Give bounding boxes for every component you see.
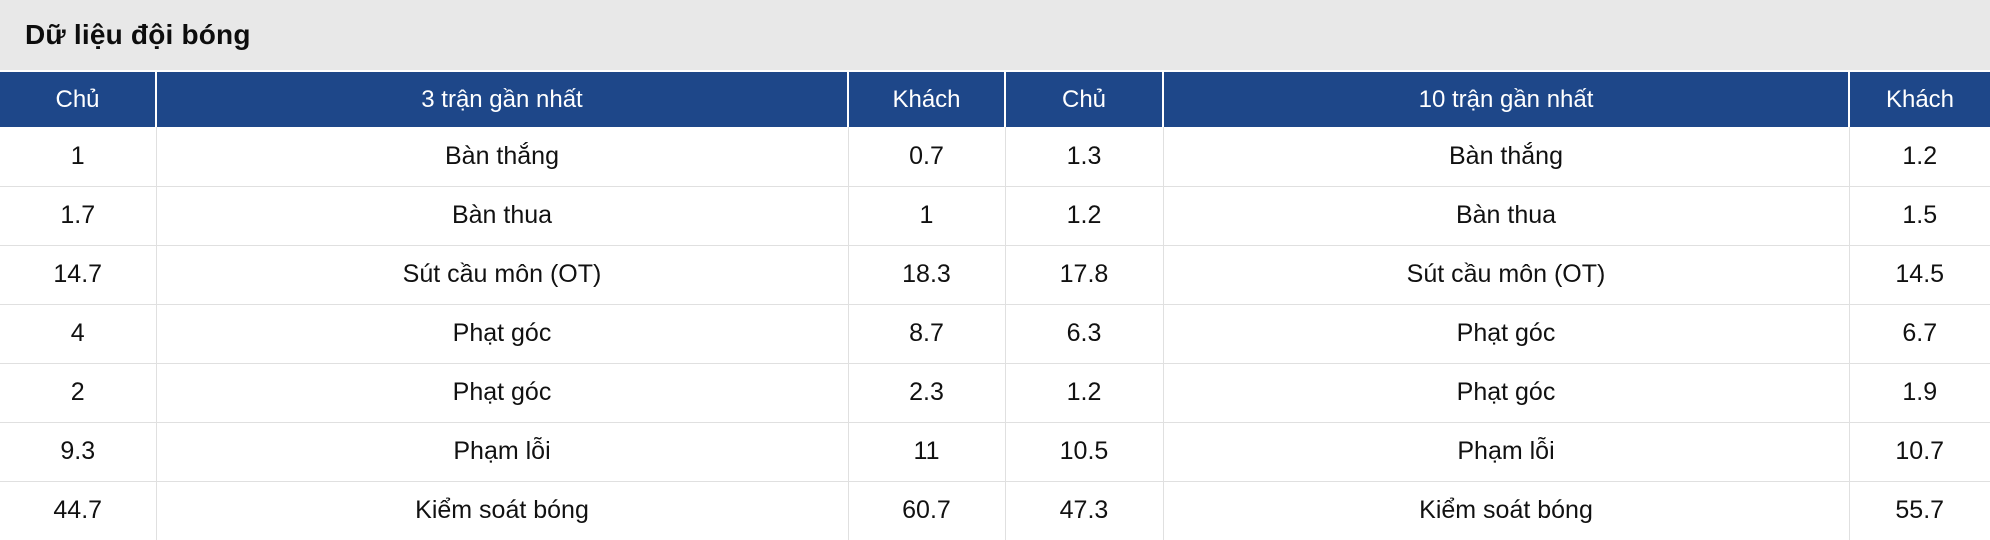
col-header-stat-last10: 10 trận gần nhất (1163, 72, 1850, 127)
stat-value-cell: 6.7 (1849, 304, 1990, 364)
stat-value-cell: 2 (0, 363, 157, 423)
table-row: 4 Phạt góc 8.7 6.3 Phạt góc 6.7 (0, 304, 1990, 364)
page-title: Dữ liệu đội bóng (25, 19, 251, 50)
stat-value-cell: 1.9 (1849, 363, 1990, 423)
table-row: 2 Phạt góc 2.3 1.2 Phạt góc 1.9 (0, 363, 1990, 423)
table-body: 1 Bàn thắng 0.7 1.3 Bàn thắng 1.2 1.7 Bàn thua 1… (0, 127, 1990, 540)
stat-value-cell: 1.2 (1005, 186, 1164, 246)
stat-value-cell: 1 (0, 127, 157, 187)
stat-value-cell: 18.3 (848, 245, 1006, 305)
stat-value-cell: 55.7 (1849, 481, 1990, 540)
stat-label-cell: Phạt góc (156, 363, 849, 423)
stat-value-cell: 17.8 (1005, 245, 1164, 305)
stat-value-cell: 10.7 (1849, 422, 1990, 482)
stat-label-cell: Bàn thắng (156, 127, 849, 187)
stat-label-cell: Sút cầu môn (OT) (156, 245, 849, 305)
col-header-home-last10: Chủ (1005, 72, 1164, 127)
table-row: 44.7 Kiểm soát bóng 60.7 47.3 Kiểm soát bóng… (0, 481, 1990, 540)
stat-label-cell: Bàn thắng (1163, 127, 1850, 187)
stat-value-cell: 1 (848, 186, 1006, 246)
stat-value-cell: 1.7 (0, 186, 157, 246)
stat-label-cell: Phạm lỗi (1163, 422, 1850, 482)
stat-value-cell: 9.3 (0, 422, 157, 482)
table-row: 14.7 Sút cầu môn (OT) 18.3 17.8 Sút cầu môn … (0, 245, 1990, 305)
stat-value-cell: 60.7 (848, 481, 1006, 540)
col-header-stat-last3: 3 trận gần nhất (156, 72, 849, 127)
stat-label-cell: Sút cầu môn (OT) (1163, 245, 1850, 305)
table-row: 9.3 Phạm lỗi 11 10.5 Phạm lỗi 10.7 (0, 422, 1990, 482)
stat-label-cell: Kiểm soát bóng (1163, 481, 1850, 540)
stat-label-cell: Bàn thua (1163, 186, 1850, 246)
stat-label-cell: Bàn thua (156, 186, 849, 246)
stat-value-cell: 1.3 (1005, 127, 1164, 187)
stat-label-cell: Kiểm soát bóng (156, 481, 849, 540)
col-header-away-last3: Khách (848, 72, 1006, 127)
stat-value-cell: 0.7 (848, 127, 1006, 187)
stat-value-cell: 14.5 (1849, 245, 1990, 305)
stat-value-cell: 44.7 (0, 481, 157, 540)
stat-value-cell: 1.2 (1005, 363, 1164, 423)
stat-value-cell: 47.3 (1005, 481, 1164, 540)
col-header-home-last3: Chủ (0, 72, 157, 127)
stat-value-cell: 11 (848, 422, 1006, 482)
stat-label-cell: Phạt góc (1163, 304, 1850, 364)
table-row: 1.7 Bàn thua 1 1.2 Bàn thua 1.5 (0, 186, 1990, 246)
stat-value-cell: 8.7 (848, 304, 1006, 364)
stat-value-cell: 6.3 (1005, 304, 1164, 364)
stat-value-cell: 14.7 (0, 245, 157, 305)
stat-label-cell: Phạt góc (156, 304, 849, 364)
stat-value-cell: 1.2 (1849, 127, 1990, 187)
table-row: 1 Bàn thắng 0.7 1.3 Bàn thắng 1.2 (0, 127, 1990, 187)
stat-value-cell: 4 (0, 304, 157, 364)
stat-value-cell: 1.5 (1849, 186, 1990, 246)
stat-label-cell: Phạm lỗi (156, 422, 849, 482)
col-header-away-last10: Khách (1849, 72, 1990, 127)
title-bar: Dữ liệu đội bóng (0, 0, 1990, 70)
stat-value-cell: 10.5 (1005, 422, 1164, 482)
stat-label-cell: Phạt góc (1163, 363, 1850, 423)
team-data-table: Chủ 3 trận gần nhất Khách Chủ 10 trận gầ… (0, 72, 1990, 540)
stat-value-cell: 2.3 (848, 363, 1006, 423)
table-header-row: Chủ 3 trận gần nhất Khách Chủ 10 trận gầ… (0, 72, 1990, 127)
